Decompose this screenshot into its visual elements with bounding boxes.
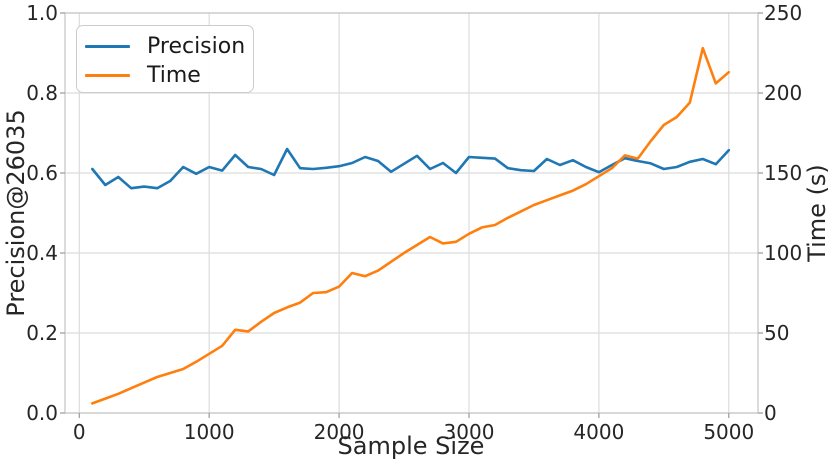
- y-left-tick-label: 0.2: [26, 321, 58, 345]
- y-right-tick-label: 100: [764, 241, 803, 265]
- legend-item-time: Time: [85, 61, 253, 90]
- x-axis-label: Sample Size: [337, 432, 485, 460]
- x-tick-label: 1000: [183, 420, 235, 444]
- x-tick-label: 0: [72, 420, 86, 444]
- y-axis-label-right: Time (s): [803, 164, 830, 262]
- x-tick-label: 5000: [703, 420, 755, 444]
- legend-item-precision: Precision: [85, 32, 253, 61]
- y-left-tick-label: 0.0: [26, 401, 58, 425]
- y-right-tick-label: 150: [764, 161, 803, 185]
- y-right-tick-label: 250: [764, 1, 803, 25]
- legend-label-time: Time: [147, 62, 201, 88]
- y-left-tick-label: 1.0: [26, 1, 58, 25]
- precision-line: [91, 147, 731, 190]
- y-left-tick-label: 0.4: [26, 241, 58, 265]
- y-right-tick-label: 200: [764, 81, 803, 105]
- x-tick-label: 2000: [313, 420, 365, 444]
- y-left-tick-label: 0.6: [26, 161, 58, 185]
- legend-label-precision: Precision: [147, 33, 246, 59]
- axes-spines: [64, 12, 759, 414]
- y-right-tick-label: 0: [764, 401, 777, 425]
- legend-line-precision-icon: [85, 45, 130, 48]
- time-line: [91, 46, 731, 405]
- y-right-tick-label: 50: [764, 321, 790, 345]
- x-tick-label: 4000: [573, 420, 625, 444]
- x-tick-label: 3000: [443, 420, 495, 444]
- legend: Precision Time: [76, 25, 254, 93]
- y-left-tick-label: 0.8: [26, 81, 58, 105]
- legend-line-time-icon: [85, 74, 130, 77]
- y-axis-label-left: Precision@26035: [2, 109, 30, 317]
